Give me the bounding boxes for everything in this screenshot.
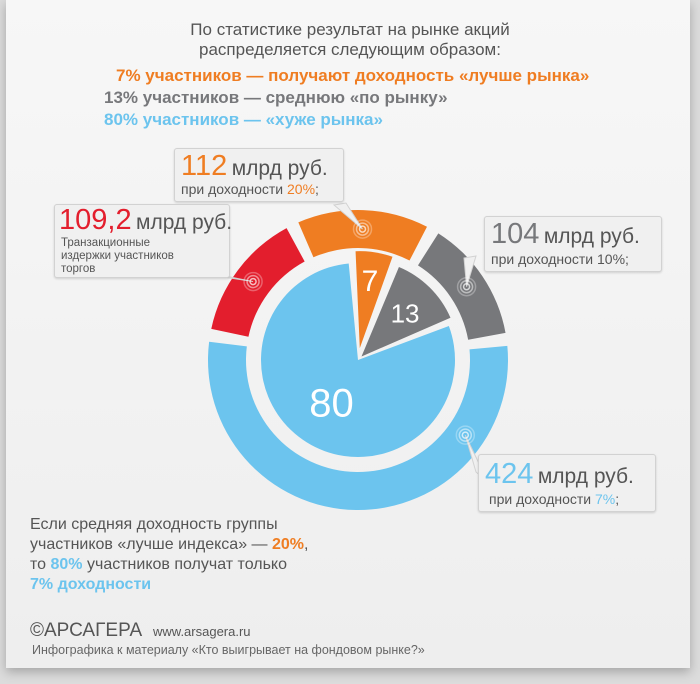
callout-pre: при доходности bbox=[489, 491, 596, 507]
note-text: участников получат только bbox=[82, 556, 287, 573]
callout-pct: 10% bbox=[597, 251, 626, 267]
note-line: Если средняя доходность группы bbox=[30, 516, 278, 533]
target-marker-icon bbox=[243, 271, 263, 292]
target-marker-icon bbox=[355, 222, 370, 236]
target-marker-icon bbox=[249, 277, 257, 286]
callout-gray: 104 млрд руб. при доходности 10%; bbox=[484, 216, 662, 272]
target-marker-icon bbox=[459, 279, 474, 294]
callout-orange: 112 млрд руб. при доходности 20%; bbox=[174, 148, 344, 202]
callout-value: 424 bbox=[485, 458, 534, 490]
callout-pre: при доходности bbox=[491, 251, 598, 267]
conclusion-text: Если средняя доходность группы участнико… bbox=[30, 515, 308, 595]
callout-post: ; bbox=[625, 251, 629, 267]
callout-pct: 7% bbox=[595, 491, 616, 507]
brand-logo: ©АРСАГЕРА bbox=[30, 620, 143, 641]
callout-value: 109,2 bbox=[59, 204, 132, 236]
note-text: то bbox=[30, 556, 51, 573]
callout-red: 109,2 млрд руб. Транзакционные издержки … bbox=[54, 204, 233, 278]
intro-line-1: По статистике результат на рынке акций bbox=[190, 20, 510, 39]
callout-desc: Транзакционные bbox=[61, 237, 150, 249]
callout-post: ; bbox=[615, 491, 620, 507]
target-marker-icon bbox=[246, 274, 260, 289]
callout-unit: млрд руб. bbox=[136, 211, 233, 234]
callout-unit: млрд руб. bbox=[543, 225, 640, 248]
intro-line-2: распределяется следующим образом: bbox=[199, 40, 501, 59]
target-marker-icon bbox=[461, 431, 470, 439]
pie-slice-average bbox=[361, 266, 451, 357]
callout-blue: 424 млрд руб. при доходности 7%; bbox=[478, 454, 656, 512]
callout-pre: при доходности bbox=[181, 181, 288, 197]
callout-pointer bbox=[463, 255, 477, 287]
callout-pointer bbox=[332, 202, 363, 230]
note-text: участников «лучше индекса» — bbox=[30, 536, 272, 553]
donut-segment-blue bbox=[208, 341, 508, 511]
callout-value: 112 bbox=[181, 150, 228, 182]
pie-label-better: 7 bbox=[362, 265, 379, 298]
target-marker-icon bbox=[458, 428, 473, 442]
callout-post: ; bbox=[315, 181, 319, 197]
callout-value: 104 bbox=[491, 218, 540, 250]
donut-segment-gray bbox=[417, 233, 506, 340]
pie-label-worse: 80 bbox=[309, 381, 354, 425]
target-marker-icon bbox=[455, 425, 476, 445]
note-text: , bbox=[304, 536, 309, 553]
pie-label-average: 13 bbox=[391, 298, 420, 328]
target-marker-icon bbox=[352, 219, 373, 239]
target-marker-icon bbox=[462, 282, 471, 291]
stat-better: 7% участников — получают доходность «луч… bbox=[116, 66, 590, 85]
callout-unit: млрд руб. bbox=[231, 157, 328, 180]
pie-slice-worse bbox=[260, 263, 455, 457]
callout-pct: 20% bbox=[287, 181, 316, 197]
note-highlight: 7% доходности bbox=[30, 576, 152, 593]
donut-segment-red bbox=[211, 228, 305, 337]
callout-desc: торгов bbox=[61, 263, 96, 275]
note-highlight: 20% bbox=[271, 536, 305, 553]
pie-slice-better bbox=[355, 251, 393, 349]
target-marker-icon bbox=[456, 276, 477, 297]
intro-text: По статистике результат на рынке акций р… bbox=[0, 20, 700, 60]
callout-desc: издержки участников bbox=[61, 250, 174, 262]
footer-caption: Инфографика к материалу «Кто выигрывает … bbox=[32, 643, 425, 657]
website-link[interactable]: www.arsagera.ru bbox=[153, 624, 251, 639]
stat-average: 13% участников — среднюю «по рынку» bbox=[104, 88, 448, 107]
stat-worse: 80% участников — «хуже рынка» bbox=[104, 110, 383, 129]
target-marker-icon bbox=[358, 225, 367, 233]
note-highlight: 80% bbox=[50, 556, 83, 573]
callout-unit: млрд руб. bbox=[537, 465, 634, 488]
